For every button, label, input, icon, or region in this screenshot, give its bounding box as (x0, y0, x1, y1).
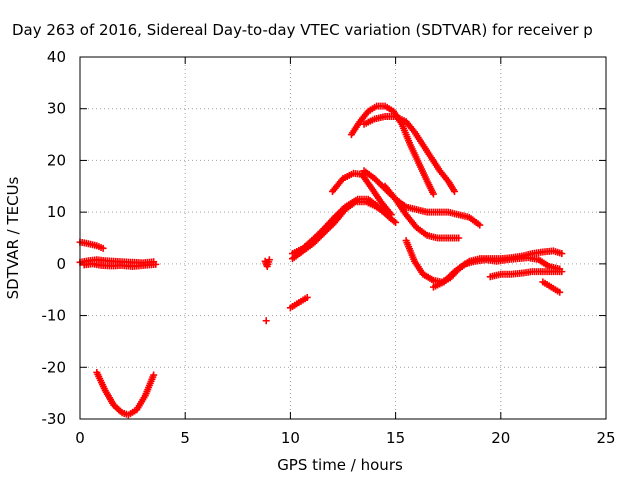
data-series (429, 254, 564, 291)
data-point (476, 221, 484, 229)
data-series (486, 268, 566, 281)
data-series (360, 112, 459, 195)
data-point (556, 288, 564, 296)
data-series (328, 169, 395, 219)
data-series (381, 182, 463, 242)
y-tick-label: 0 (56, 255, 66, 273)
data-point (262, 317, 270, 325)
data-series (261, 256, 273, 270)
data-point (265, 256, 273, 264)
y-tick-label: 40 (47, 48, 66, 66)
y-tick-label: 20 (47, 151, 66, 169)
data-series (93, 368, 158, 419)
data-points (76, 102, 566, 419)
data-point (392, 218, 400, 226)
chart-title: Day 263 of 2016, Sidereal Day-to-day VTE… (12, 21, 593, 39)
data-series (262, 317, 270, 325)
data-point (387, 211, 395, 219)
y-tick-label: -30 (42, 410, 67, 428)
data-point (429, 190, 437, 198)
x-tick-label: 20 (491, 429, 510, 447)
data-point (150, 371, 158, 379)
x-tick-label: 10 (281, 429, 300, 447)
data-point (558, 250, 566, 258)
plot-frame (79, 56, 607, 420)
data-point (303, 293, 311, 301)
data-series (286, 293, 311, 312)
x-tick-label: 15 (386, 429, 405, 447)
data-series (76, 238, 107, 252)
data-point (558, 268, 566, 276)
x-axis-label: GPS time / hours (277, 456, 403, 474)
data-series (347, 102, 437, 198)
tick-marks (79, 56, 607, 420)
data-point (152, 260, 160, 268)
data-point (99, 244, 107, 252)
y-tick-label: -10 (42, 307, 67, 325)
y-tick-label: 30 (47, 100, 66, 118)
tick-labels: 0 5 10 15 20 25 -30 -20 -10 0 10 20 30 40 (42, 48, 616, 447)
data-point (455, 234, 463, 242)
y-axis-label: SDTVAR / TECUs (4, 176, 22, 299)
data-series (360, 167, 484, 229)
data-series (289, 195, 400, 258)
data-series (539, 278, 564, 296)
y-tick-label: -20 (42, 358, 67, 376)
x-tick-label: 5 (180, 429, 190, 447)
x-tick-label: 25 (596, 429, 615, 447)
y-tick-label: 10 (47, 203, 66, 221)
data-series (80, 260, 160, 270)
x-tick-label: 0 (75, 429, 85, 447)
data-point (451, 187, 459, 195)
grid (80, 57, 606, 419)
